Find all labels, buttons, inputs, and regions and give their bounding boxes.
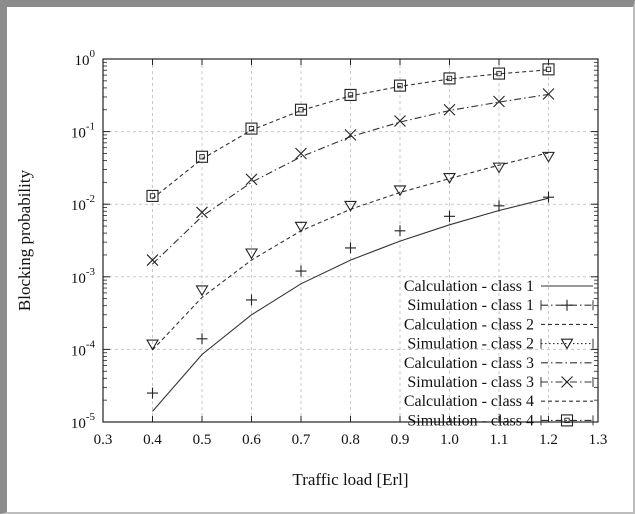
data-point-plus [196, 333, 208, 345]
x-tick-label: 0.9 [391, 432, 410, 448]
x-tick-label: 0.8 [341, 432, 360, 448]
legend-item: Simulation - class 4 [407, 412, 594, 429]
axis-ticks: 0.3 0.4 0.5 0.6 0.7 0.8 0.9 1.0 1.1 1.2 1.3 10-5 10-… [71, 48, 608, 448]
data-point-cross [146, 254, 159, 266]
legend-item: Simulation - class 2 [407, 336, 594, 353]
legend-item: Calculation - class 1 [404, 278, 593, 295]
x-tick-label: 0.7 [292, 432, 311, 448]
data-point-cross [295, 147, 307, 160]
x-tick-label: 0.4 [143, 432, 162, 448]
data-point-triangle [245, 248, 258, 260]
x-tick-label: 0.5 [193, 432, 212, 448]
series-line [152, 197, 549, 412]
data-point-square [195, 150, 209, 163]
data-point-square [492, 67, 506, 80]
data-point-cross [196, 206, 208, 219]
x-tick-label: 0.6 [242, 432, 261, 448]
legend-item: Simulation - class 3 [407, 374, 594, 391]
legend-marker-cross [561, 376, 573, 388]
x-tick-label: 0.3 [94, 432, 113, 448]
x-tick-label: 1.3 [589, 432, 608, 448]
data-point-square [294, 103, 308, 116]
x-tick-label: 1.2 [539, 432, 558, 448]
series-8 [146, 63, 555, 202]
data-point-cross [542, 88, 555, 100]
x-axis-label: Traffic load [Erl] [292, 470, 408, 489]
series-line [152, 152, 549, 351]
legend-label: Calculation - class 2 [404, 316, 534, 333]
data-point-triangle [393, 185, 407, 197]
legend-label: Calculation - class 3 [404, 355, 534, 372]
data-point-triangle [443, 172, 456, 184]
data-point-triangle [146, 339, 159, 351]
data-point-plus [345, 242, 356, 254]
data-point-square [146, 189, 159, 202]
y-tick-label: 10-2 [71, 193, 95, 214]
y-tick-label: 10-3 [71, 266, 96, 287]
data-point-plus [543, 191, 554, 203]
data-point-triangle [542, 151, 555, 163]
series-6 [146, 88, 555, 266]
series-line [152, 69, 549, 199]
y-tick-label: 10-4 [71, 338, 96, 359]
data-point-cross [493, 95, 505, 108]
data-point-square [344, 88, 357, 101]
data-point-plus [444, 210, 455, 222]
legend-label: Calculation - class 4 [404, 393, 534, 410]
y-axis-label: Blocking probability [15, 169, 34, 311]
legend-label: Simulation - class 3 [407, 374, 534, 391]
legend-label: Simulation - class 1 [407, 297, 534, 314]
y-tick-label: 10-5 [71, 411, 96, 432]
data-point-plus [295, 265, 307, 277]
series-layer [146, 63, 555, 412]
data-point-square [245, 122, 258, 135]
data-point-triangle [492, 162, 506, 174]
data-point-cross [394, 115, 406, 127]
legend-label: Calculation - class 1 [404, 278, 534, 295]
data-point-triangle [195, 285, 209, 297]
series-7 [152, 69, 549, 199]
x-tick-label: 1.0 [440, 432, 459, 448]
series-3 [152, 152, 549, 351]
legend-item: Calculation - class 3 [404, 355, 593, 372]
legend-marker-triangle [560, 338, 574, 350]
data-point-triangle [344, 200, 357, 212]
legend-item: Calculation - class 2 [404, 316, 593, 333]
data-point-cross [344, 129, 357, 141]
data-point-triangle [294, 221, 308, 233]
legend-item: Calculation - class 4 [404, 393, 593, 410]
legend-item: Simulation - class 1 [407, 297, 594, 314]
legend-label: Simulation - class 4 [407, 412, 534, 429]
y-tick-label: 100 [75, 48, 96, 69]
legend-label: Simulation - class 2 [407, 336, 534, 353]
series-1 [152, 197, 549, 412]
series-4 [146, 151, 555, 351]
data-point-square [443, 72, 456, 85]
data-point-cross [443, 103, 456, 116]
legend: Calculation - class 1 Simulation - class … [404, 278, 594, 429]
legend-marker-plus [561, 299, 573, 311]
data-point-cross [245, 173, 258, 186]
series-2 [147, 191, 554, 399]
data-point-plus [246, 294, 257, 306]
data-point-square [393, 79, 407, 92]
series-5 [152, 93, 549, 265]
legend-marker-square [560, 414, 574, 427]
y-tick-label: 10-1 [71, 121, 95, 142]
data-point-plus [394, 225, 406, 237]
series-line [152, 93, 549, 265]
data-point-plus [493, 200, 505, 212]
x-tick-label: 1.1 [490, 432, 509, 448]
data-point-plus [147, 387, 158, 399]
grid [103, 59, 598, 422]
